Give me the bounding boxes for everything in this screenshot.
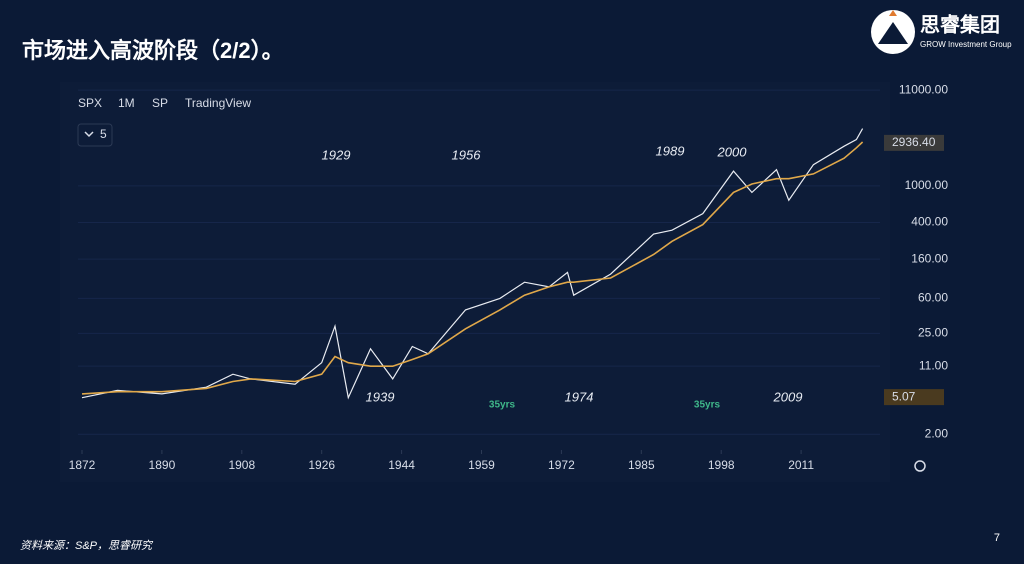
logo-mark (878, 22, 908, 44)
x-tick-label: 1985 (628, 458, 655, 472)
interval-box[interactable] (77, 123, 113, 147)
x-tick-label: 1972 (548, 458, 575, 472)
logo-en: GROW Investment Group (920, 40, 1012, 49)
x-tick-label: 1959 (468, 458, 495, 472)
annotation: 2009 (773, 389, 803, 404)
source-note: 资料来源：S&P，思睿研究 (20, 539, 154, 552)
legend: SPX 1M SP TradingView 5 (77, 96, 251, 147)
annotation: 1929 (322, 147, 351, 162)
y-tick-label: 160.00 (911, 251, 948, 265)
x-tick-label: 2011 (788, 458, 814, 472)
y-tick-label: 1000.00 (905, 178, 949, 192)
logo: 思睿集团 GROW Investment Group (871, 10, 1012, 54)
x-tick-label: 1872 (69, 458, 96, 472)
annotation: 1939 (366, 389, 395, 404)
x-tick-label: 1944 (388, 458, 415, 472)
annotations: 1929 1956 1989 2000 1939 1974 2009 35yrs… (322, 143, 803, 410)
annotation: 1974 (565, 389, 594, 404)
chart-panel (60, 82, 890, 482)
y-tick-label: 2.00 (925, 426, 949, 440)
page-number: 7 (994, 532, 1000, 544)
interval-badge: 5 (100, 127, 107, 141)
price-label: 2936.40 (892, 135, 936, 149)
y-tick-label: 60.00 (918, 291, 948, 305)
chevron (84, 131, 94, 138)
price-label-box (884, 389, 944, 406)
settings-icon[interactable] (914, 460, 926, 472)
price-label-box (884, 134, 944, 151)
y-tick-label: 400.00 (911, 215, 948, 229)
y-tick-label: 25.00 (918, 326, 948, 340)
y-tick-label: 11000.00 (899, 82, 948, 96)
legend-item: SP (152, 96, 168, 110)
legend-item: 1M (118, 96, 135, 110)
annotation: 1989 (656, 143, 685, 158)
logo-cn: 思睿集团 (920, 12, 1000, 36)
x-tick-label: 1998 (708, 458, 735, 472)
legend-item: TradingView (185, 96, 251, 110)
legend-item: SPX (78, 96, 102, 110)
price-line (81, 141, 864, 395)
x-tick-label: 1926 (308, 458, 335, 472)
annotation: 35yrs (694, 400, 721, 411)
x-tick-label: 1908 (228, 458, 255, 472)
y-tick-label: 11.00 (919, 358, 948, 372)
logo-accent (889, 10, 897, 16)
price-label: 5.07 (892, 389, 916, 403)
x-tick-label: 1890 (149, 458, 176, 472)
annotation: 2000 (717, 144, 748, 159)
annotation: 35yrs (489, 400, 516, 411)
annotation: 1956 (452, 147, 482, 162)
slide-title: 市场进入高波阶段（2/2）。 (22, 38, 284, 63)
chart: 11000.00 1000.00 400.00 160.00 60.00 25.00 11.… (69, 82, 949, 472)
